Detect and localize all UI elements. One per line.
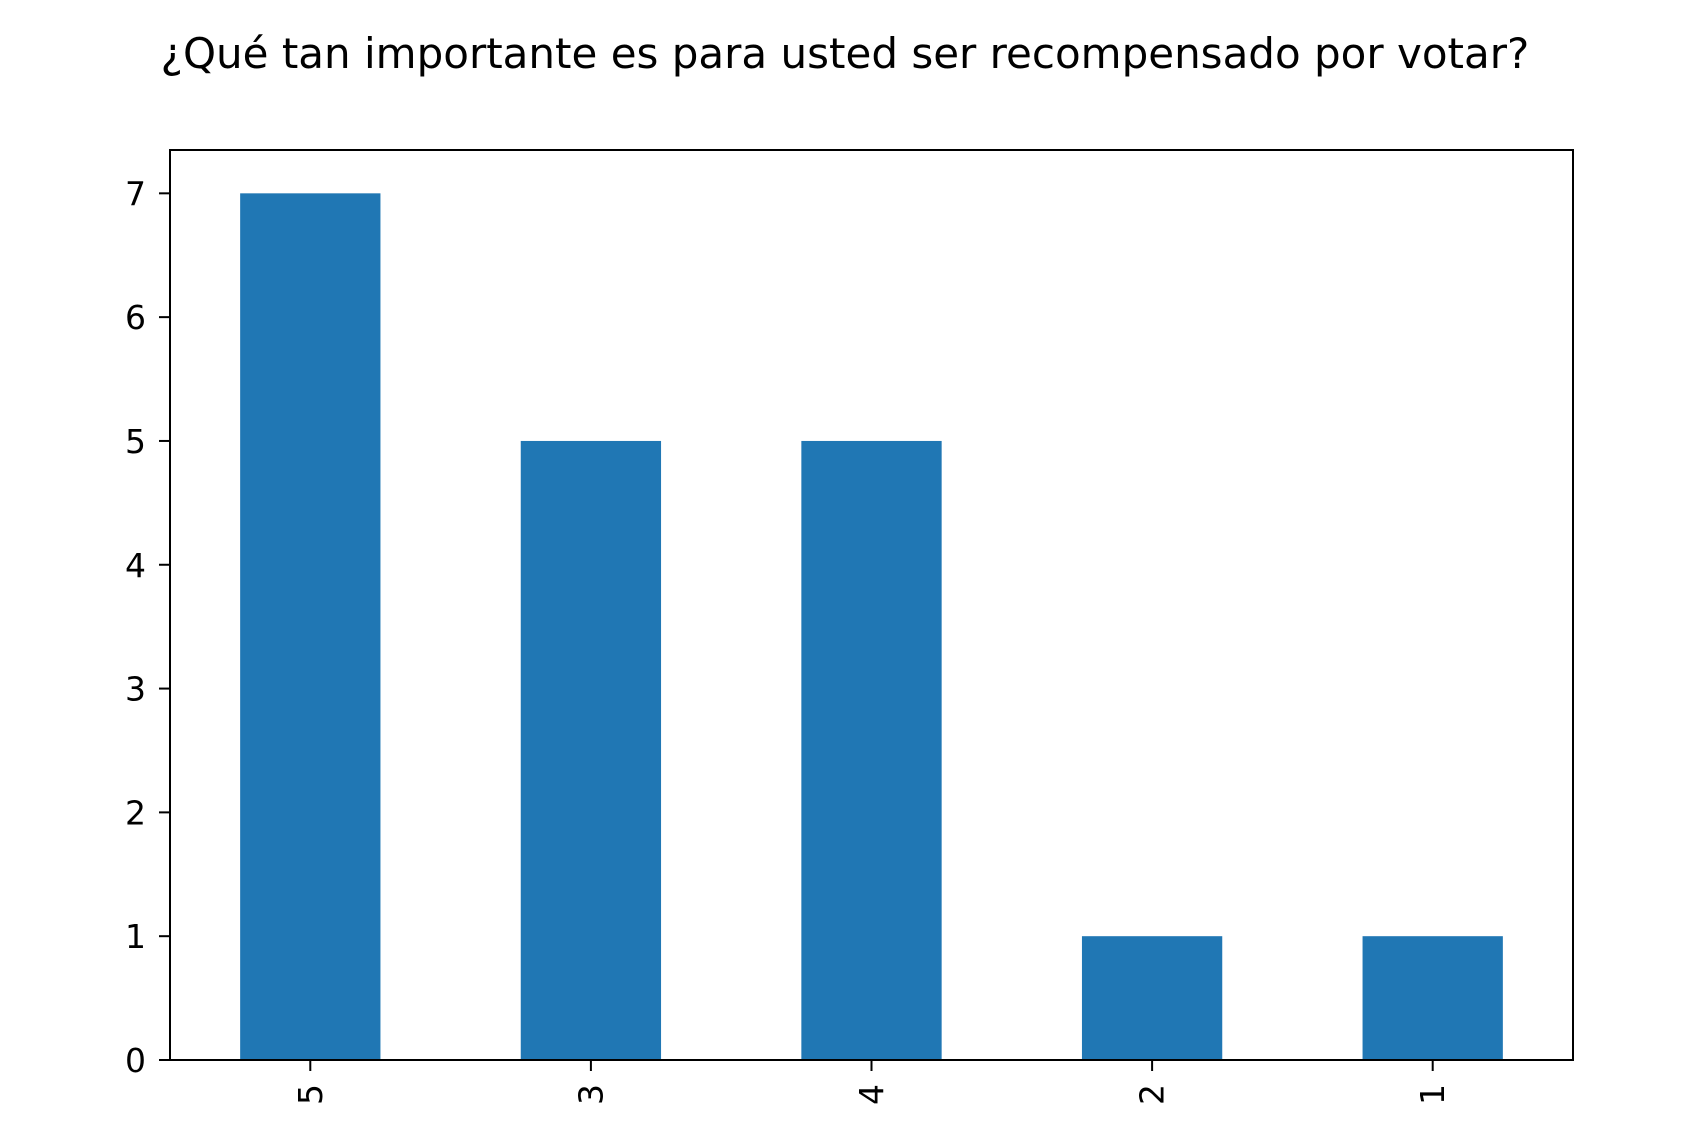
y-tick-label: 2: [125, 793, 146, 832]
plot-area-frame: [169, 149, 1574, 1061]
y-tick-label: 1: [125, 917, 146, 956]
x-tick-label: 3: [571, 1084, 610, 1105]
bars-group: [240, 193, 1503, 1060]
chart-title: ¿Qué tan importante es para usted ser re…: [161, 29, 1530, 78]
x-tick-label: 5: [291, 1084, 330, 1105]
bar-2: [1081, 936, 1223, 1060]
y-tick-label: 5: [125, 422, 146, 461]
x-tick-label: 2: [1133, 1084, 1172, 1105]
y-tick-label: 7: [125, 174, 146, 213]
y-axis: 0 1 2 3 4 5 6 7: [125, 174, 170, 1080]
y-tick-label: 3: [125, 670, 146, 709]
bar-3: [520, 440, 662, 1060]
bar-5: [240, 193, 381, 1060]
y-tick-label: 4: [125, 546, 146, 585]
x-axis: 5 3 4 2 1: [291, 1060, 1452, 1105]
x-tick-label: 1: [1413, 1084, 1452, 1105]
x-tick-label: 4: [852, 1084, 891, 1105]
y-tick-label: 0: [125, 1041, 146, 1080]
y-tick-label: 6: [125, 298, 146, 337]
bar-4: [801, 440, 942, 1060]
bar-1: [1362, 936, 1503, 1060]
